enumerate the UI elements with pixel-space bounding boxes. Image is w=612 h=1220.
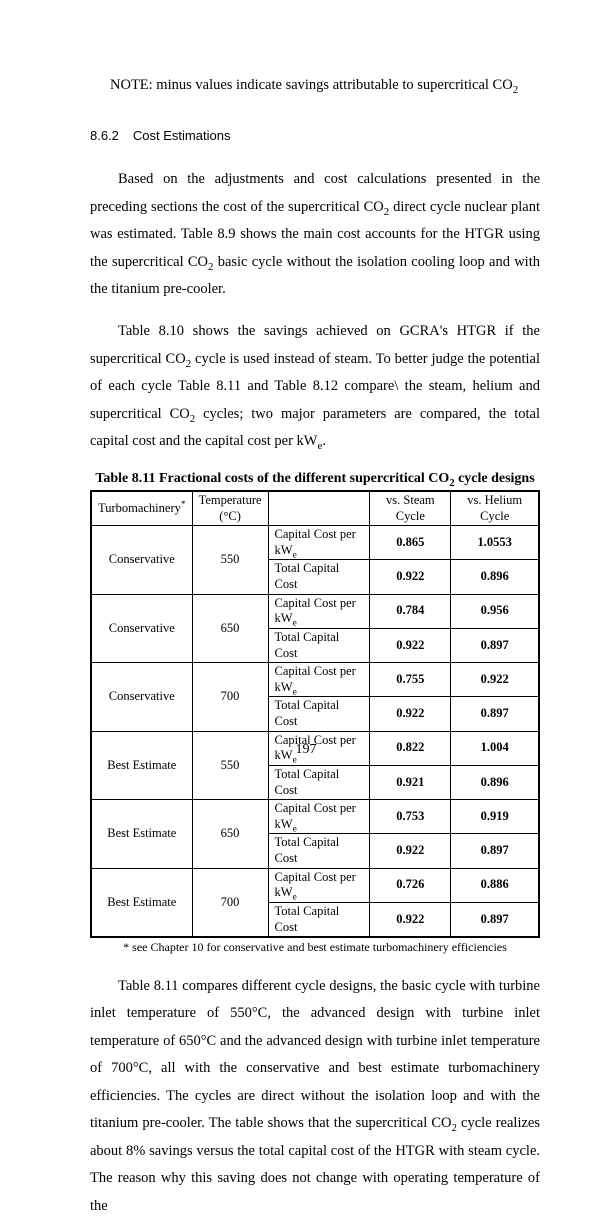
cell-turbo: Conservative <box>91 526 192 595</box>
col-metric <box>268 491 370 526</box>
cell-temp: 700 <box>192 663 268 732</box>
cell-helium: 0.897 <box>451 697 539 731</box>
cell-helium: 0.886 <box>451 868 539 902</box>
cell-steam: 0.922 <box>370 834 451 868</box>
paragraph-1: Based on the adjustments and cost calcul… <box>90 166 540 304</box>
table-row: Best Estimate650Capital Cost per kWe0.75… <box>91 800 539 834</box>
cell-helium: 0.897 <box>451 902 539 937</box>
section-title: Cost Estimations <box>133 128 231 143</box>
cell-turbo: Best Estimate <box>91 800 192 869</box>
cell-steam: 0.921 <box>370 765 451 799</box>
cell-steam: 0.922 <box>370 697 451 731</box>
note-sub: 2 <box>513 84 518 96</box>
table-body: Conservative550Capital Cost per kWe0.865… <box>91 526 539 938</box>
cell-turbo: Best Estimate <box>91 868 192 937</box>
note-prefix: NOTE: minus values indicate savings attr… <box>110 77 513 93</box>
cell-steam: 0.753 <box>370 800 451 834</box>
cell-steam: 0.922 <box>370 902 451 937</box>
cell-helium: 0.896 <box>451 765 539 799</box>
cell-steam: 0.755 <box>370 663 451 697</box>
note-text: NOTE: minus values indicate savings attr… <box>90 72 540 100</box>
table-row: Best Estimate700Capital Cost per kWe0.72… <box>91 868 539 902</box>
cell-temp: 700 <box>192 868 268 937</box>
cell-helium: 0.919 <box>451 800 539 834</box>
cell-metric: Capital Cost per kWe <box>268 800 370 834</box>
cell-steam: 0.865 <box>370 526 451 560</box>
table-header-row: Turbomachinery* Temperature(°C) vs. Stea… <box>91 491 539 526</box>
col-steam: vs. Steam Cycle <box>370 491 451 526</box>
cell-metric: Capital Cost per kWe <box>268 526 370 560</box>
table-row: Conservative550Capital Cost per kWe0.865… <box>91 526 539 560</box>
section-number: 8.6.2 <box>90 128 119 143</box>
table-caption: Table 8.11 Fractional costs of the diffe… <box>90 470 540 488</box>
paragraph-2: Table 8.10 shows the savings achieved on… <box>90 318 540 456</box>
cell-steam: 0.922 <box>370 628 451 662</box>
table-row: Conservative650Capital Cost per kWe0.784… <box>91 594 539 628</box>
cell-helium: 0.897 <box>451 834 539 868</box>
cell-metric: Total Capital Cost <box>268 834 370 868</box>
cell-turbo: Conservative <box>91 594 192 663</box>
col-turbomachinery: Turbomachinery* <box>91 491 192 526</box>
cell-metric: Total Capital Cost <box>268 765 370 799</box>
cell-steam: 0.922 <box>370 560 451 594</box>
cell-helium: 0.897 <box>451 628 539 662</box>
cell-helium: 0.956 <box>451 594 539 628</box>
table-row: Conservative700Capital Cost per kWe0.755… <box>91 663 539 697</box>
cost-table: Turbomachinery* Temperature(°C) vs. Stea… <box>90 490 540 938</box>
cell-steam: 0.784 <box>370 594 451 628</box>
cell-metric: Total Capital Cost <box>268 560 370 594</box>
cell-metric: Total Capital Cost <box>268 902 370 937</box>
cell-temp: 650 <box>192 800 268 869</box>
table-footnote: * see Chapter 10 for conservative and be… <box>90 940 540 954</box>
col-helium: vs. Helium Cycle <box>451 491 539 526</box>
cell-turbo: Conservative <box>91 663 192 732</box>
cell-metric: Total Capital Cost <box>268 628 370 662</box>
cell-helium: 0.896 <box>451 560 539 594</box>
cell-metric: Total Capital Cost <box>268 697 370 731</box>
col-temperature: Temperature(°C) <box>192 491 268 526</box>
cell-metric: Capital Cost per kWe <box>268 868 370 902</box>
cell-helium: 0.922 <box>451 663 539 697</box>
cell-temp: 550 <box>192 526 268 595</box>
page-number: 197 <box>0 737 612 764</box>
cell-helium: 1.0553 <box>451 526 539 560</box>
cell-metric: Capital Cost per kWe <box>268 594 370 628</box>
cell-temp: 650 <box>192 594 268 663</box>
paragraph-3: Table 8.11 compares different cycle desi… <box>90 973 540 1220</box>
cell-steam: 0.726 <box>370 868 451 902</box>
cell-metric: Capital Cost per kWe <box>268 663 370 697</box>
section-heading: 8.6.2 Cost Estimations <box>90 124 540 149</box>
